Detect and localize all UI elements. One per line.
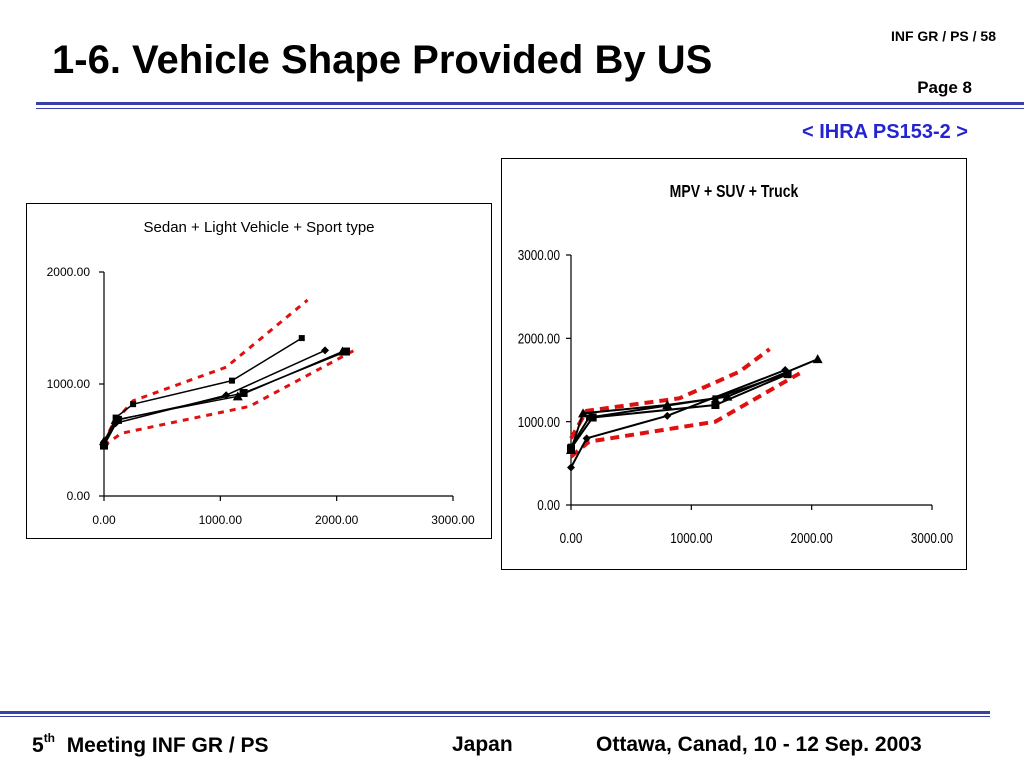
reference-number: INF GR / PS / 58 bbox=[890, 28, 996, 44]
data-point bbox=[130, 401, 137, 408]
x-tick-label: 0.00 bbox=[92, 513, 116, 527]
x-tick-label: 3000.00 bbox=[911, 530, 953, 547]
data-point bbox=[228, 377, 235, 384]
y-tick-label: 1000.00 bbox=[518, 414, 560, 431]
series-line-3 bbox=[570, 372, 788, 448]
series-line-4 bbox=[570, 373, 788, 449]
chart-mpv-suv-truck: MPV + SUV + Truck 0.00 1000.00 2000.00 3000.… bbox=[501, 158, 967, 570]
y-tick-label: 2000.00 bbox=[47, 265, 91, 279]
x-tick-label: 0.00 bbox=[560, 530, 583, 547]
data-point bbox=[567, 444, 575, 453]
y-tick-label: 3000.00 bbox=[518, 247, 560, 264]
data-point bbox=[222, 391, 231, 400]
data-point bbox=[232, 391, 243, 401]
meeting-ordinal: th bbox=[43, 731, 56, 745]
boundary-line-lower bbox=[103, 349, 355, 447]
x-tick-label: 2000.00 bbox=[315, 513, 359, 527]
header-divider-thin bbox=[36, 108, 1024, 109]
boundary-line-upper bbox=[102, 298, 309, 443]
chart-svg: Sedan + Light Vehicle + Sport type 0.00 10… bbox=[47, 219, 475, 527]
data-point bbox=[298, 335, 305, 342]
data-point bbox=[582, 434, 591, 443]
page-title: 1-6. Vehicle Shape Provided By US bbox=[52, 38, 713, 82]
data-point bbox=[567, 463, 575, 472]
header-divider bbox=[36, 102, 1024, 105]
x-tick-label: 2000.00 bbox=[791, 530, 833, 547]
data-point bbox=[783, 370, 792, 379]
y-tick-label: 0.00 bbox=[67, 489, 91, 503]
data-point bbox=[812, 354, 823, 364]
boundary-line-lower bbox=[569, 371, 801, 459]
footer-divider-thin bbox=[0, 716, 990, 717]
page-number: Page 8 bbox=[917, 78, 972, 97]
data-point bbox=[588, 413, 597, 422]
document-id: < IHRA PS153-2 > bbox=[801, 121, 968, 143]
chart-title: Sedan + Light Vehicle + Sport type bbox=[144, 219, 375, 236]
footer-divider bbox=[0, 711, 990, 714]
data-point bbox=[578, 408, 589, 418]
data-point bbox=[239, 388, 248, 397]
data-point bbox=[113, 415, 122, 424]
x-tick-label: 1000.00 bbox=[199, 513, 243, 527]
data-point bbox=[711, 401, 720, 409]
series-line-4 bbox=[103, 350, 347, 446]
meeting-number: 5 bbox=[32, 734, 44, 757]
y-tick-label: 0.00 bbox=[537, 497, 560, 514]
footer-meeting: 5th Meeting INF GR / PS bbox=[32, 731, 269, 758]
data-point bbox=[100, 441, 108, 450]
y-tick-label: 2000.00 bbox=[518, 330, 560, 347]
data-point bbox=[321, 346, 330, 355]
series-line-1 bbox=[103, 337, 303, 444]
data-point bbox=[712, 395, 719, 402]
data-point bbox=[663, 411, 672, 420]
series-line-2 bbox=[570, 369, 786, 468]
data-point bbox=[781, 366, 790, 374]
data-point bbox=[341, 347, 350, 356]
y-tick-label: 1000.00 bbox=[47, 377, 91, 391]
footer-location: Ottawa, Canad, 10 - 12 Sep. 2003 bbox=[596, 733, 922, 756]
chart-svg: MPV + SUV + Truck 0.00 1000.00 2000.00 3000.… bbox=[518, 181, 953, 547]
meeting-name: Meeting INF GR / PS bbox=[66, 734, 269, 757]
x-tick-label: 3000.00 bbox=[431, 513, 475, 527]
x-tick-label: 1000.00 bbox=[670, 530, 712, 547]
chart-sedan-light-sport: Sedan + Light Vehicle + Sport type 0.00 10… bbox=[26, 203, 492, 539]
footer-country: Japan bbox=[452, 733, 513, 756]
chart-title: MPV + SUV + Truck bbox=[670, 181, 799, 201]
